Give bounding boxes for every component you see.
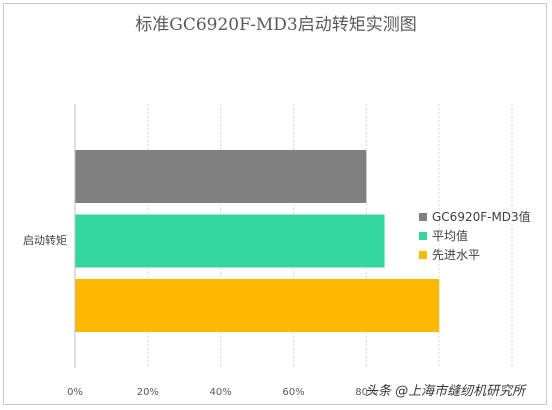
bars — [75, 150, 440, 332]
x-tick-label: 20% — [137, 387, 159, 398]
bar — [75, 150, 367, 203]
x-tick-labels: 0% 20% 40% 60% 80% — [67, 387, 377, 398]
bar — [75, 214, 385, 268]
category-label: 启动转矩 — [23, 233, 67, 247]
legend-swatch — [419, 231, 427, 240]
legend-label: 平均值 — [432, 229, 469, 243]
x-tick-label: 80% — [355, 387, 377, 398]
legend-label: 先进水平 — [432, 248, 481, 262]
x-tick-label: 0% — [67, 387, 83, 398]
legend: GC6920F-MD3值 平均值 先进水平 — [419, 207, 531, 264]
chart-title: 标准GC6920F-MD3启动转矩实测图 — [135, 15, 417, 35]
legend-label: GC6920F-MD3值 — [432, 210, 531, 224]
legend-swatch — [419, 212, 427, 221]
watermark-text: 头条 @上海市缝纫机研究所 — [365, 384, 526, 399]
category-labels: 启动转矩 — [23, 233, 67, 247]
x-tick-label: 40% — [210, 387, 232, 398]
bar — [75, 279, 440, 332]
legend-item-advanced: 先进水平 — [419, 245, 531, 264]
chart-frame — [3, 3, 547, 405]
legend-swatch — [419, 250, 427, 259]
legend-item-gc6920f: GC6920F-MD3值 — [419, 207, 531, 226]
x-tick-label: 60% — [282, 387, 304, 398]
legend-item-average: 平均值 — [419, 226, 531, 245]
